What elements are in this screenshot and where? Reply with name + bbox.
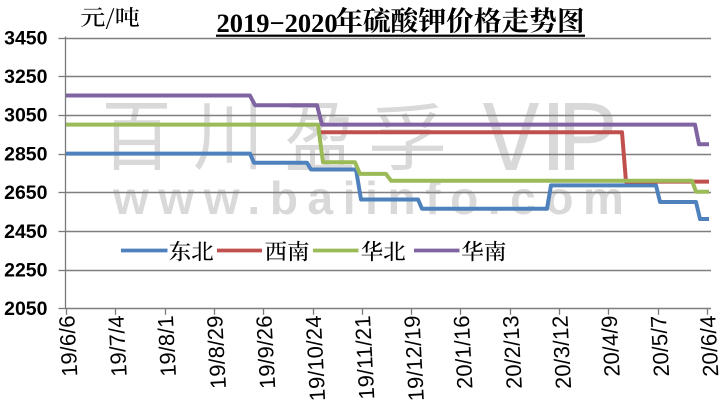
- svg-text:3450: 3450: [4, 27, 48, 49]
- svg-text:19/9/26: 19/9/26: [251, 315, 280, 390]
- svg-text:20/5/7: 20/5/7: [646, 315, 674, 377]
- svg-text:19/8/29: 19/8/29: [202, 315, 231, 390]
- svg-text:20/3/12: 20/3/12: [547, 315, 576, 390]
- svg-text:19/8/1: 19/8/1: [153, 315, 181, 377]
- svg-text:2019−2020: 2019−2020: [217, 8, 338, 38]
- svg-text:19/10/24: 19/10/24: [301, 315, 330, 402]
- svg-text:20/4/9: 20/4/9: [597, 315, 625, 377]
- svg-text:2650: 2650: [4, 182, 48, 204]
- svg-text:19/6/6: 19/6/6: [54, 315, 82, 377]
- svg-text:2050: 2050: [4, 298, 48, 320]
- svg-text:2850: 2850: [4, 143, 48, 165]
- svg-text:2450: 2450: [4, 221, 48, 243]
- svg-text:19/11/21: 19/11/21: [350, 315, 379, 400]
- svg-text:3050: 3050: [4, 105, 48, 127]
- svg-text:19/7/4: 19/7/4: [104, 315, 132, 377]
- svg-text:20/1/16: 20/1/16: [449, 315, 478, 390]
- svg-text:20/2/13: 20/2/13: [498, 315, 527, 390]
- svg-text:20/6/4: 20/6/4: [695, 315, 723, 377]
- svg-text:19/12/19: 19/12/19: [399, 315, 428, 402]
- svg-text:3250: 3250: [4, 66, 48, 88]
- svg-text:2250: 2250: [4, 260, 48, 282]
